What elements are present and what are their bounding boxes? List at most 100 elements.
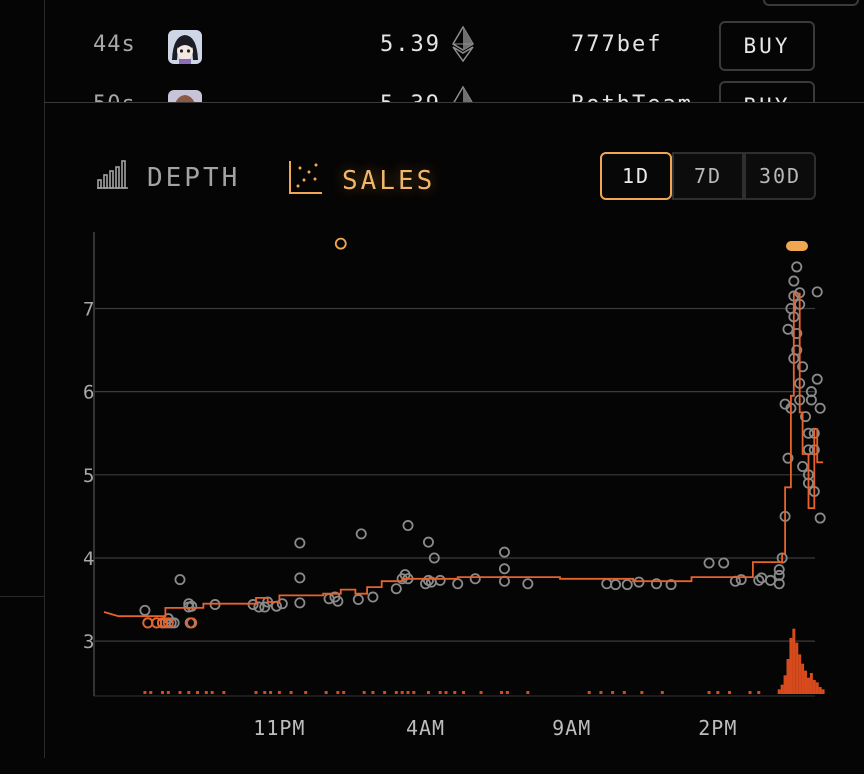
volume-bar bbox=[757, 691, 761, 694]
buy-button[interactable]: BUY bbox=[719, 81, 815, 102]
volume-bar bbox=[660, 691, 664, 694]
x-tick-label: 11PM bbox=[253, 716, 305, 740]
volume-bar bbox=[815, 682, 819, 694]
floor-price-line bbox=[103, 292, 824, 618]
volume-bar bbox=[187, 691, 191, 694]
sale-point bbox=[276, 598, 288, 610]
sale-point bbox=[294, 537, 306, 549]
range-1d-button[interactable]: 1D bbox=[600, 152, 672, 200]
sale-point bbox=[779, 398, 791, 410]
sale-point bbox=[601, 578, 613, 590]
sale-point bbox=[782, 452, 794, 464]
chart-panel: DEPTH SALES 1D 7D 30D bbox=[44, 102, 864, 758]
volume-bar bbox=[798, 654, 802, 694]
tab-depth-label: DEPTH bbox=[147, 162, 241, 193]
volume-bar bbox=[777, 689, 781, 694]
listing-list[interactable]: 44s 5.39 777bef BUY 50s bbox=[44, 0, 864, 102]
sale-point bbox=[773, 564, 785, 576]
sale-point bbox=[805, 394, 817, 406]
sale-point bbox=[610, 579, 622, 591]
volume-bar bbox=[371, 691, 375, 694]
sale-point bbox=[773, 569, 785, 581]
volume-bar bbox=[166, 691, 170, 694]
volume-bar bbox=[453, 691, 457, 694]
sale-point bbox=[323, 593, 335, 605]
sale-point bbox=[797, 361, 809, 373]
volume-bar bbox=[149, 691, 153, 694]
highlighted-sale-point bbox=[151, 617, 163, 629]
volume-bar bbox=[479, 691, 483, 694]
volume-bar bbox=[394, 691, 398, 694]
volume-bar bbox=[178, 691, 182, 694]
time-range-selector: 1D 7D 30D bbox=[600, 152, 816, 200]
volume-bar bbox=[500, 691, 504, 694]
y-tick-label: 6 bbox=[83, 382, 94, 404]
sale-point bbox=[428, 552, 440, 564]
volume-bar bbox=[362, 691, 366, 694]
volume-bar bbox=[426, 691, 430, 694]
range-7d-button[interactable]: 7D bbox=[672, 152, 744, 200]
listing-row[interactable]: 50s 5.39 BothTeam BUY bbox=[44, 68, 864, 102]
listing-time: 50s bbox=[93, 92, 136, 102]
sale-point bbox=[703, 557, 715, 569]
volume-bar bbox=[277, 691, 281, 694]
sale-point bbox=[814, 402, 826, 414]
sale-point bbox=[735, 574, 747, 586]
sale-point bbox=[186, 600, 198, 612]
volume-bar bbox=[222, 691, 226, 694]
highlighted-sale-point bbox=[186, 617, 198, 629]
sale-point bbox=[800, 411, 812, 423]
sale-point bbox=[811, 373, 823, 385]
y-tick-label: 7 bbox=[83, 299, 94, 321]
volume-bar bbox=[792, 628, 796, 694]
listing-row[interactable]: 44s 5.39 777bef BUY bbox=[44, 8, 864, 71]
range-30d-button[interactable]: 30D bbox=[744, 152, 816, 200]
volume-bar bbox=[160, 691, 164, 694]
avatar[interactable] bbox=[168, 90, 202, 102]
x-tick-label: 2PM bbox=[698, 716, 737, 740]
left-rail-divider bbox=[0, 596, 44, 597]
sale-point bbox=[802, 427, 814, 439]
previous-buy-button-edge[interactable] bbox=[763, 0, 859, 6]
volume-bar bbox=[263, 691, 267, 694]
volume-bar bbox=[795, 642, 799, 694]
left-rail bbox=[0, 0, 45, 758]
listing-seller[interactable]: 777bef bbox=[571, 32, 663, 57]
sale-point bbox=[402, 520, 414, 532]
volume-bar bbox=[786, 659, 790, 694]
ethereum-icon bbox=[451, 25, 475, 66]
volume-bar bbox=[304, 691, 308, 694]
sale-point bbox=[174, 574, 186, 586]
volume-bar bbox=[210, 691, 214, 694]
volume-bar bbox=[505, 691, 509, 694]
sale-point bbox=[422, 536, 434, 548]
sale-point bbox=[764, 574, 776, 586]
volume-bar bbox=[599, 691, 603, 694]
highlighted-sale-point bbox=[162, 617, 174, 629]
volume-bar bbox=[269, 691, 273, 694]
volume-bar bbox=[526, 691, 530, 694]
volume-bar bbox=[336, 691, 340, 694]
latest-sale-marker bbox=[786, 241, 808, 251]
tab-sales[interactable]: SALES bbox=[288, 159, 435, 202]
volume-bar bbox=[196, 691, 200, 694]
buy-button[interactable]: BUY bbox=[719, 21, 815, 71]
volume-bar bbox=[324, 691, 328, 694]
volume-bar bbox=[716, 691, 720, 694]
y-tick-label: 5 bbox=[83, 465, 94, 487]
sale-point bbox=[811, 286, 823, 298]
sale-point bbox=[270, 600, 282, 612]
sale-point bbox=[729, 575, 741, 587]
ethereum-icon bbox=[452, 85, 474, 102]
volume-bar bbox=[204, 691, 208, 694]
outlier-sale-point bbox=[334, 237, 347, 250]
volume-bar bbox=[748, 691, 752, 694]
avatar[interactable] bbox=[168, 30, 202, 64]
volume-bar bbox=[289, 691, 293, 694]
volume-bar bbox=[444, 691, 448, 694]
y-tick-label: 3 bbox=[83, 631, 94, 653]
volume-bar bbox=[809, 673, 813, 694]
listing-seller[interactable]: BothTeam bbox=[571, 92, 693, 102]
tab-depth[interactable]: DEPTH bbox=[95, 159, 240, 196]
